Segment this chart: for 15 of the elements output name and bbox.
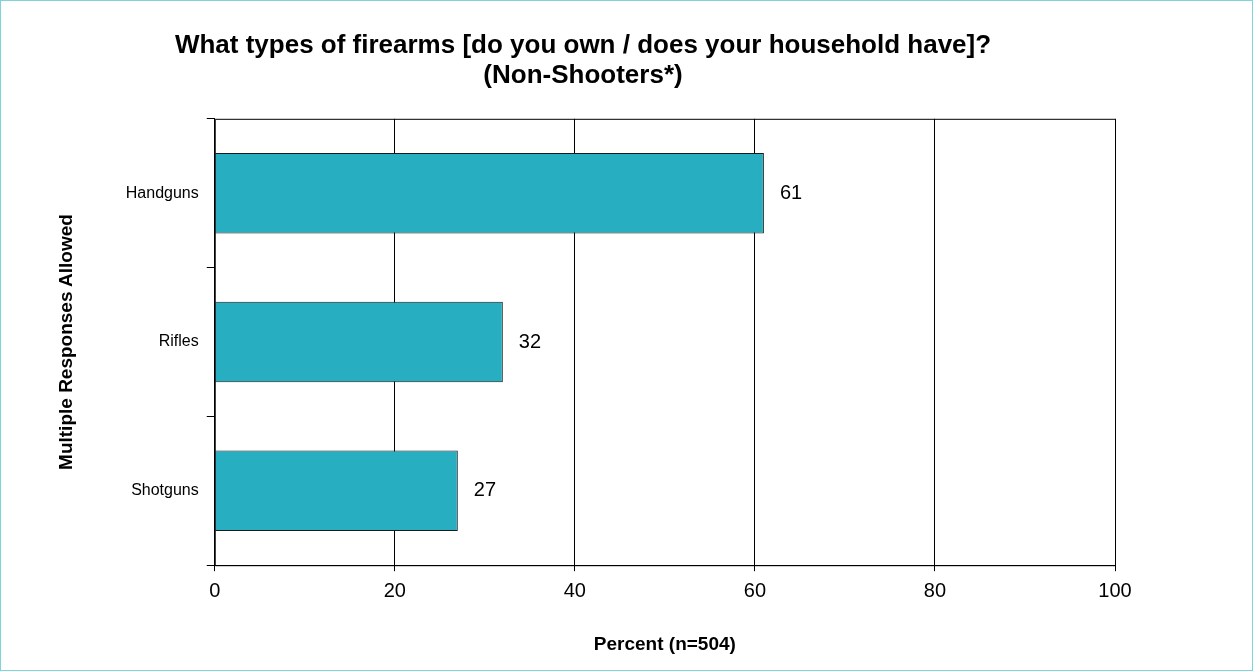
x-tick-label: 80 [923,578,947,601]
chart-title: What types of firearms [do you own / does your household have]? (Non-Shooters*) [174,29,992,90]
x-tick-label: 100 [1098,578,1132,601]
y-tick-label: Rifles [158,332,199,350]
y-tick-label: Shotguns [131,481,199,499]
data-label: 27 [473,478,497,501]
y-axis-title: Multiple Responses Allowed [54,214,76,470]
data-label: 61 [779,180,803,203]
y-tick-label: Handguns [125,183,199,201]
x-tick-label: 20 [383,578,406,601]
x-axis-title: Percent (n=504) [593,632,736,654]
x-tick-label: 60 [743,578,767,601]
x-tick-label: 0 [209,578,221,601]
data-label: 32 [518,329,542,352]
x-tick-label: 40 [563,578,586,601]
